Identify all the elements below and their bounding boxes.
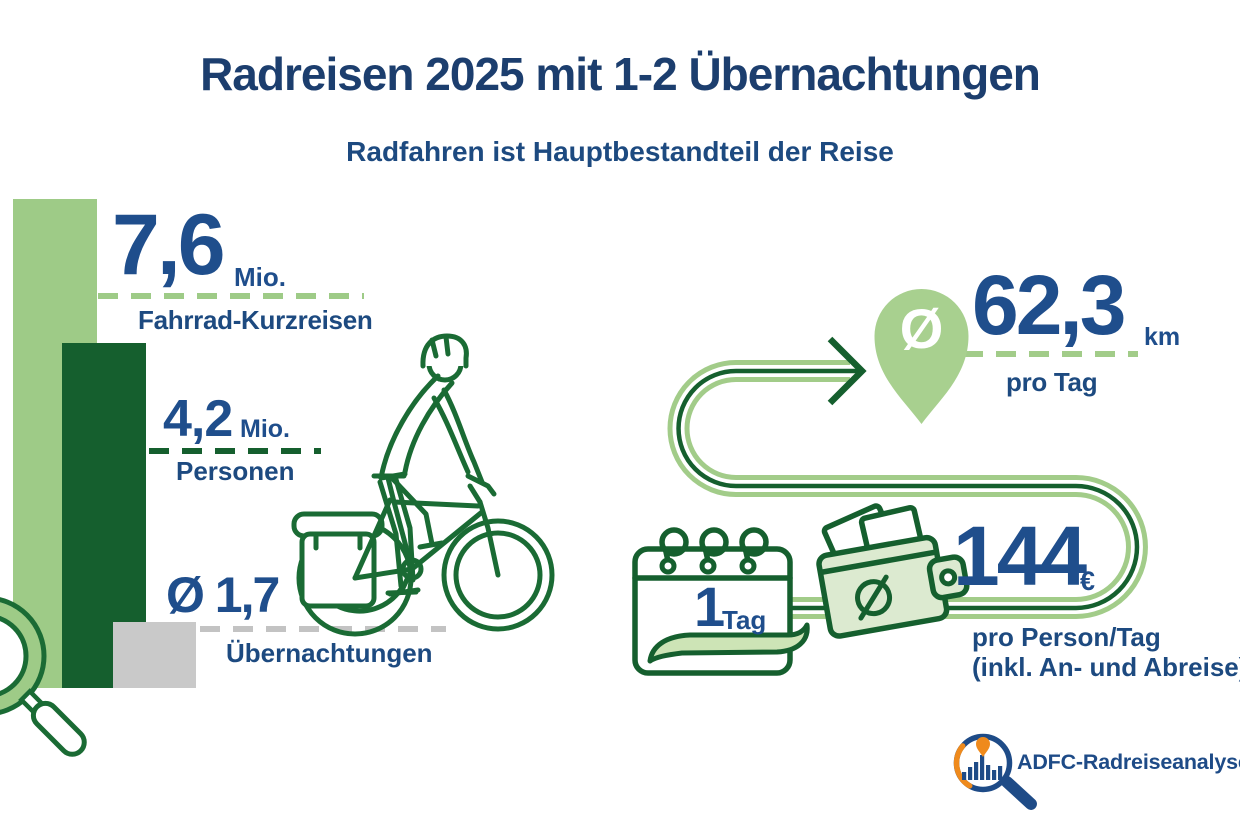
page-subtitle: Radfahren ist Hauptbestandteil der Reise	[346, 136, 894, 167]
route-center-line	[676, 368, 1140, 611]
route-arrow-icon	[827, 336, 867, 406]
value-distanz: 62,3	[972, 258, 1126, 352]
value-dauer: 1	[694, 575, 726, 638]
wallet-icon	[816, 503, 970, 639]
unit-kosten: €	[1080, 566, 1096, 596]
unit-personen: Mio.	[240, 415, 290, 443]
distance-group: Ø	[874, 288, 1138, 424]
value-kosten: 144	[953, 509, 1087, 603]
bar-uebernachtungen	[113, 622, 196, 688]
calendar-rings	[659, 527, 769, 575]
dashed-line-kurzreisen	[98, 293, 364, 299]
value-kurzreisen: 7,6	[112, 197, 226, 293]
calendar-curl	[647, 622, 810, 664]
label-kurzreisen: Fahrrad-Kurzreisen	[138, 305, 373, 335]
cyclist-illustration	[291, 333, 555, 637]
label-personen: Personen	[176, 456, 295, 486]
route-light-inner	[684, 377, 1148, 619]
label-distanz: pro Tag	[1006, 367, 1098, 397]
logo-pin-icon	[976, 737, 990, 757]
logo-text: ADFC-Radreiseanalyse	[1017, 750, 1240, 774]
avg-symbol-distanz: Ø	[900, 297, 944, 360]
calendar-icon	[632, 527, 810, 676]
label-uebernachtungen: Übernachtungen	[226, 638, 433, 668]
route-path	[667, 336, 1148, 619]
route-light-outer	[667, 360, 1131, 602]
value-uebernachtungen: Ø 1,7	[166, 567, 280, 623]
value-personen: 4,2	[163, 390, 233, 448]
unit-kurzreisen: Mio.	[234, 262, 286, 292]
page-title: Radreisen 2025 mit 1-2 Übernachtungen	[200, 48, 1041, 100]
label-kosten-2: (inkl. An- und Abreise)	[972, 652, 1240, 682]
logo-bars	[962, 755, 1003, 780]
adfc-logo-icon	[953, 733, 1037, 810]
unit-dauer: Tag	[722, 605, 767, 635]
unit-distanz: km	[1144, 323, 1181, 351]
magnifier-icon	[0, 597, 87, 757]
dashed-line-uebernachtungen	[200, 626, 446, 632]
label-kosten-1: pro Person/Tag	[972, 622, 1161, 652]
avg-symbol-kosten-icon	[855, 574, 893, 621]
logo-orange-arc	[953, 743, 973, 789]
dashed-line-personen	[149, 448, 321, 454]
map-pin-icon	[874, 288, 969, 424]
